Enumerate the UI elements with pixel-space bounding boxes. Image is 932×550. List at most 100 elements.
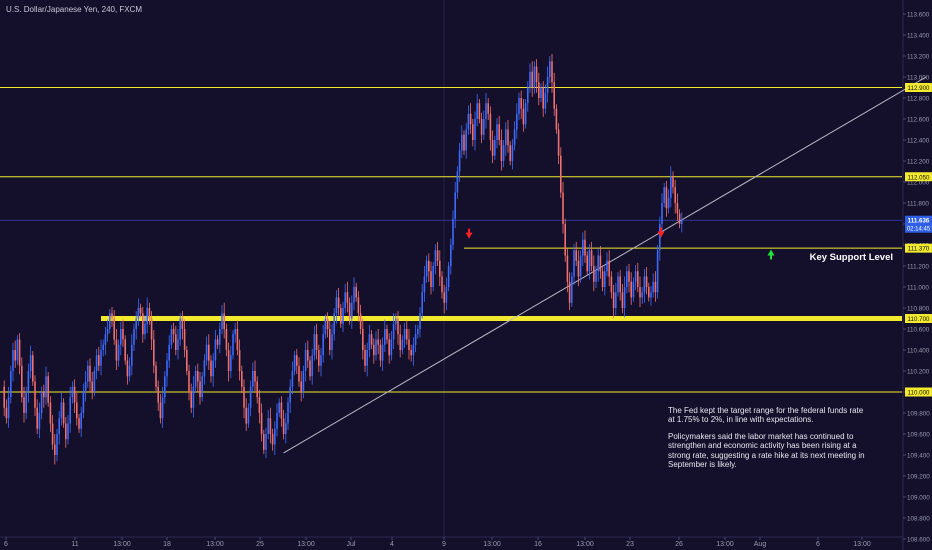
candle-body	[82, 392, 85, 413]
candle-body	[430, 271, 432, 287]
up-arrow-icon	[767, 249, 775, 260]
candle-body	[467, 113, 470, 130]
candle-body	[645, 276, 648, 287]
candle-body	[608, 260, 610, 277]
candle-body	[575, 250, 577, 261]
candle-body	[172, 329, 175, 335]
current-price-badge-text: 111.636	[908, 218, 930, 225]
candle-body	[436, 250, 439, 261]
candle-body	[216, 339, 219, 345]
candle-body	[593, 266, 595, 282]
candle-body	[238, 350, 241, 371]
candle-body	[656, 250, 659, 293]
candle-body	[535, 66, 538, 83]
candle-body	[661, 203, 663, 224]
candle-body	[395, 318, 397, 324]
candle-body	[414, 334, 417, 345]
candle-body	[95, 355, 98, 371]
candle-body	[601, 271, 604, 287]
candle-body	[599, 255, 602, 272]
candle-body	[456, 171, 459, 193]
x-tick-label: 18	[163, 541, 171, 548]
candle-body	[208, 344, 210, 361]
candle-body	[106, 329, 109, 335]
level-price-badge	[905, 243, 932, 253]
candle-body	[183, 329, 186, 350]
x-tick-label: 13:00	[206, 541, 224, 548]
candle-body	[232, 334, 234, 356]
y-tick-label: 112.200	[907, 159, 930, 166]
level-price-badge-text: 110.000	[908, 390, 930, 397]
candle-body	[527, 87, 529, 104]
candle-body	[577, 260, 580, 277]
candle-body	[533, 66, 536, 88]
candle-body	[582, 239, 584, 256]
candle-body	[3, 386, 5, 408]
x-tick-label: 16	[534, 541, 542, 548]
x-tick-label: 9	[442, 541, 446, 548]
candle-body	[256, 381, 258, 398]
candle-body	[500, 140, 503, 161]
candle-body	[641, 292, 643, 298]
candle-body	[260, 413, 263, 434]
candle-body	[439, 260, 441, 277]
candle-body	[351, 302, 353, 319]
candle-body	[573, 250, 575, 277]
candle-body	[62, 402, 65, 424]
candle-body	[10, 371, 12, 398]
x-tick-label: 26	[675, 541, 683, 548]
candle-body	[212, 360, 214, 377]
candle-body	[667, 197, 670, 209]
candle-body	[245, 407, 247, 424]
candle-body	[161, 397, 164, 419]
candle-body	[300, 381, 302, 392]
candle-body	[447, 266, 450, 287]
candle-body	[445, 287, 448, 303]
candle-body	[355, 287, 357, 298]
y-tick-label: 113.600	[907, 12, 930, 19]
candle-body	[540, 87, 542, 98]
candle-body	[586, 255, 588, 272]
candle-body	[166, 360, 168, 377]
candle-body	[159, 402, 162, 419]
candle-body	[249, 386, 252, 408]
candle-body	[546, 77, 549, 93]
candle-body	[219, 329, 221, 345]
candle-body	[274, 428, 276, 445]
y-tick-label: 110.400	[907, 348, 930, 355]
candle-body	[670, 176, 672, 198]
candle-body	[516, 113, 518, 130]
candle-body	[397, 318, 399, 335]
candle-body	[137, 308, 140, 319]
candle-body	[126, 360, 129, 377]
chart-title: U.S. Dollar/Japanese Yen, 240, FXCM	[6, 5, 143, 14]
candle-body	[628, 271, 630, 282]
y-tick-label: 112.800	[907, 96, 930, 103]
candle-body	[377, 339, 379, 345]
candle-body	[289, 386, 291, 403]
y-tick-label: 110.200	[907, 369, 930, 376]
candle-body	[225, 329, 228, 350]
candle-body	[390, 339, 393, 356]
candle-body	[87, 365, 89, 382]
candle-body	[346, 292, 349, 303]
x-tick-label: Aug	[754, 541, 767, 548]
candle-body	[124, 339, 126, 361]
candle-body	[241, 371, 243, 387]
candle-body	[131, 344, 133, 366]
candle-body	[91, 381, 93, 392]
current-price-badge	[905, 215, 932, 233]
candle-body	[520, 98, 522, 109]
candle-body	[49, 402, 52, 424]
candle-body	[465, 129, 467, 151]
candle-body	[335, 297, 338, 314]
candle-body	[621, 292, 624, 308]
candle-body	[386, 329, 388, 340]
candle-body	[73, 386, 76, 403]
candle-body	[428, 260, 430, 272]
candle-body	[54, 444, 56, 455]
y-tick-label: 110.800	[907, 306, 930, 313]
candle-body	[122, 329, 124, 340]
